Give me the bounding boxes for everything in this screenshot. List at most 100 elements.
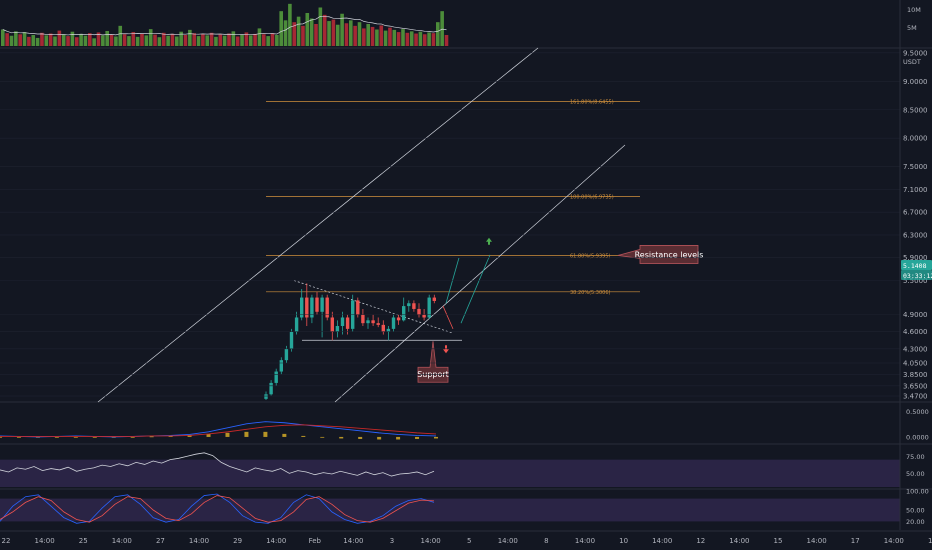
volume-bar [1,29,5,46]
price-tick-label: 5.9000 [903,254,928,262]
volume-bar [179,31,183,46]
resistance-label: Resistance levels [635,250,704,259]
annotations[interactable]: Resistance levels Support [417,237,704,383]
stoch-k-line [0,493,435,524]
macd-histogram-bar [263,431,268,437]
volume-bar [74,37,79,46]
volume-bar [18,34,22,46]
volume-bar [114,36,118,46]
volume-bar [83,35,88,46]
volume-bar [440,11,444,46]
macd-histogram-bar [225,432,230,437]
volume-bar [9,35,14,46]
candle-body [356,300,360,315]
candle-body [432,297,436,301]
time-tick-label: 14:00 [112,537,132,545]
volume-bar [183,35,188,46]
time-tick-label: 14:00 [35,537,55,545]
candle-body [402,306,406,321]
price-axis[interactable]: USDT 9.5000 9.0000 8.5000 8.0000 7.5000 7.100… [899,0,929,530]
price-tick-label: 7.5000 [903,163,928,171]
volume-bar [436,22,440,46]
volume-bar [161,32,166,46]
price-tick-label: 5.5000 [903,277,928,285]
volume-bar [209,32,214,46]
stoch-pane[interactable] [0,493,900,524]
volume-bar [257,28,262,46]
candle-body [345,317,350,329]
volume-bar [396,32,401,46]
support-callout [417,341,449,383]
rsi-pane[interactable] [0,452,932,490]
macd-histogram-bar [415,436,420,439]
volume-bar [405,32,410,46]
volume-bar [409,31,414,46]
volume-bar [35,37,40,46]
price-tick-label: 3.6500 [903,382,928,390]
resistance-callout [617,245,699,264]
candle-body [412,303,416,309]
volume-bar [96,32,101,46]
volume-bar [105,30,109,46]
volume-bar [127,36,131,46]
time-tick-label: 29 [233,537,242,545]
fib-label: 61.80%(5.9395) [570,253,611,259]
volume-bar [148,29,153,46]
rsi-tick-label: 50.00 [906,470,925,478]
macd-tick-label: 0.5000 [906,408,929,416]
volume-bar [349,20,353,46]
time-axis[interactable]: 22 14:00 25 14:00 27 14:00 29 14:00 Feb 14:00 3 14:… [0,530,932,545]
candle-body [371,320,375,324]
macd-pane[interactable] [0,421,932,445]
price-tick-label: 3.4700 [903,393,928,401]
candle-body [396,317,401,321]
volume-bar [153,34,157,46]
candle-body [315,297,319,312]
volume-bar [427,32,431,46]
volume-bar [40,32,44,46]
macd-histogram-bar [320,436,325,438]
volume-bar [335,24,340,46]
trend-channel[interactable] [97,47,626,403]
volume-bar [283,20,288,46]
countdown-value: 03:33:12 [903,272,932,280]
volume-bar [275,35,279,46]
price-pane[interactable]: 161.80%(8.6455) 100.00%(6.9735) 61.80%(5.9… [0,47,932,403]
candle-body [305,297,309,318]
volume-bar [357,22,362,46]
volume-bar [48,33,53,46]
macd-histogram-bar [130,436,135,438]
volume-bar [170,33,175,46]
candle-body [269,382,273,395]
macd-histogram-bar [0,436,2,438]
candle-body [310,297,314,318]
current-price-value: 5.1408 [903,262,927,270]
down-arrow-icon [443,345,449,354]
volume-bar [401,29,405,46]
volume-bar [266,36,270,46]
candle-body [391,317,396,329]
candle-body [274,371,278,383]
candle-body [325,297,329,318]
volume-bar [227,33,231,46]
candle-body [422,314,426,318]
price-tick-label: 6.7000 [903,209,928,217]
volume-bar [388,27,392,46]
volume-bar [331,19,336,46]
fib-label: 38.20%(5.3006) [570,290,611,296]
volume-bar [109,35,114,46]
stoch-band [0,498,900,522]
macd-tick-label: 0.0000 [906,433,929,441]
macd-histogram-bar [92,436,97,438]
candle-body [366,320,370,324]
volume-bar [166,35,170,46]
time-tick-label: 14:00 [343,537,363,545]
time-tick-label: 14:00 [884,537,904,545]
candle-body [335,326,340,332]
volume-bar [57,30,62,46]
macd-histogram-bar [168,435,173,437]
rsi-line [0,452,435,477]
volume-bar [248,35,253,46]
time-tick-label: 14:00 [189,537,209,545]
volume-pane[interactable] [0,3,932,49]
